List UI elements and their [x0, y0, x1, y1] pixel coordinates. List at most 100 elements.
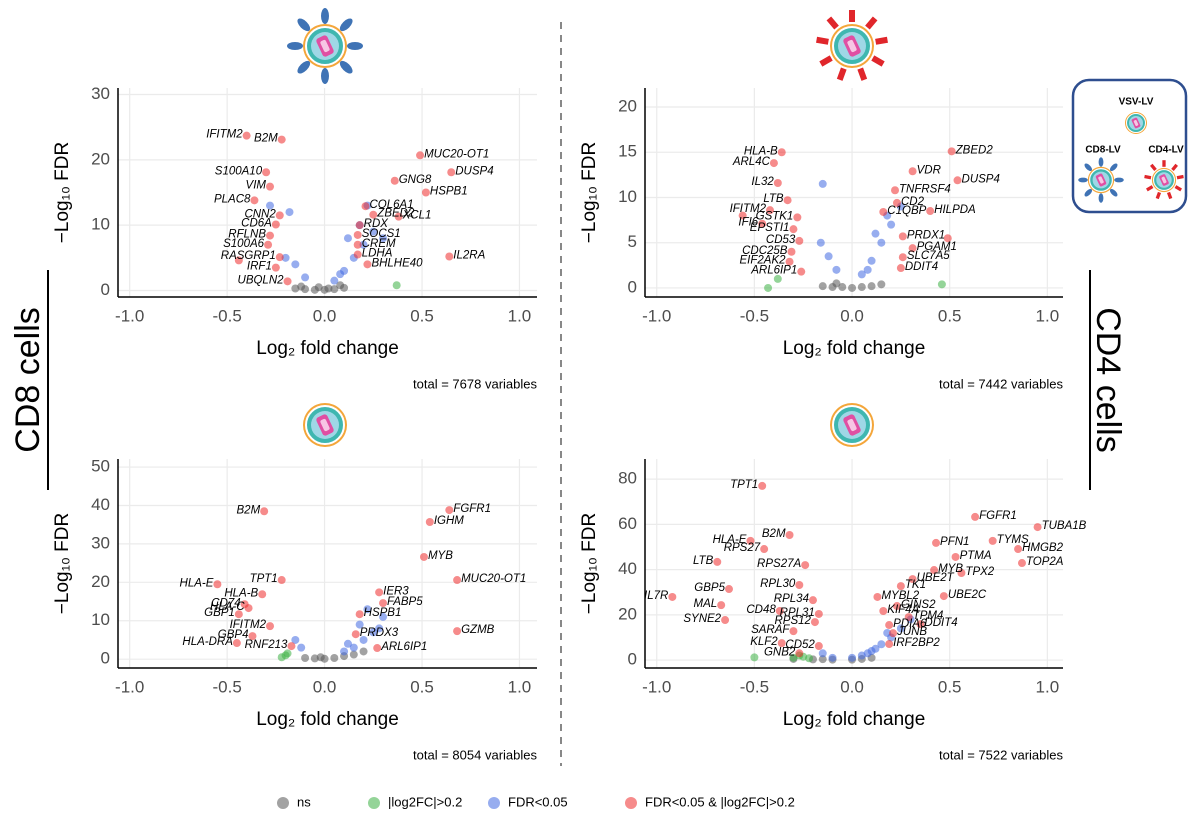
point: [287, 642, 296, 651]
point-label: IGHM: [434, 515, 464, 527]
y-tick-label: 0: [628, 277, 637, 296]
point: [271, 220, 280, 229]
point: [777, 639, 786, 648]
point-label: HLA-DRA: [182, 636, 233, 648]
point-label: TYMS: [997, 534, 1029, 546]
side-label: CD8 cells: [9, 307, 47, 452]
legend-swatch: [625, 797, 637, 809]
x-tick-label: 1.0: [508, 677, 532, 696]
point-label: B2M: [237, 504, 261, 516]
point: [769, 159, 778, 168]
y-tick-label: 20: [618, 96, 637, 115]
y-tick-label: 60: [618, 514, 637, 533]
x-tick-label: 0.5: [410, 306, 434, 325]
point-label: PRDX1: [907, 229, 945, 241]
y-axis-label: −Log₁₀ FDR: [579, 513, 600, 614]
caption: total = 7522 variables: [939, 747, 1063, 762]
point-label: PFN1: [940, 536, 969, 548]
caption: total = 7678 variables: [413, 376, 537, 391]
point: [264, 240, 273, 249]
point-label: IFITM2: [230, 619, 267, 631]
point: [896, 264, 905, 273]
point-label: HLA-C: [210, 601, 245, 613]
point-label: HSPB1: [364, 607, 402, 619]
point-label: RPL30: [760, 578, 796, 590]
y-tick-label: 50: [91, 457, 110, 476]
key-box: VSV-LV CD8-LV CD4-LV: [1071, 78, 1188, 214]
point: [277, 576, 286, 585]
point: [795, 649, 804, 658]
point: [885, 640, 894, 649]
point: [818, 655, 827, 664]
point-label: B2M: [762, 528, 786, 540]
point: [943, 234, 952, 243]
legend-swatch: [277, 797, 289, 809]
point: [275, 253, 284, 262]
point: [277, 135, 286, 144]
point-label: KIF4A: [887, 604, 919, 616]
point: [340, 647, 349, 656]
point-label: FABP5: [387, 596, 423, 608]
point-label: PRDX3: [360, 627, 399, 639]
legend-swatch: [368, 797, 380, 809]
virus-icon: [287, 8, 363, 84]
point: [266, 182, 275, 191]
point-label: GBP1: [204, 607, 235, 619]
point: [785, 257, 794, 266]
point: [355, 610, 364, 619]
point: [244, 604, 253, 613]
y-tick-label: 40: [91, 495, 110, 514]
point-label: IL7R: [644, 590, 668, 602]
y-tick-label: 0: [628, 650, 637, 669]
point-label: SLC7A5: [907, 250, 950, 262]
point-label: IFI6: [738, 217, 758, 229]
point: [242, 131, 251, 140]
y-tick-label: 15: [618, 142, 637, 161]
point: [988, 536, 997, 545]
x-axis-label: Log₂ fold change: [256, 338, 399, 359]
point-label: DDIT4: [905, 261, 938, 273]
point: [746, 536, 755, 545]
y-tick-label: 80: [618, 469, 637, 488]
point: [814, 642, 823, 651]
point: [832, 279, 841, 288]
y-tick-label: 0: [101, 649, 110, 668]
x-tick-label: 0.0: [840, 677, 864, 696]
point: [857, 270, 866, 279]
y-tick-label: 10: [618, 187, 637, 206]
point: [363, 260, 372, 269]
point: [824, 252, 833, 261]
point-label: CD52: [785, 639, 815, 651]
point: [904, 613, 913, 622]
point: [926, 207, 935, 216]
point: [805, 654, 814, 663]
point-label: VIM: [246, 180, 267, 192]
point: [801, 561, 810, 570]
point: [896, 624, 905, 633]
point: [758, 481, 767, 490]
point-label: GNB2: [764, 646, 796, 658]
point: [760, 545, 769, 554]
point: [301, 273, 310, 282]
x-axis-label: Log₂ fold change: [783, 709, 926, 730]
point: [375, 588, 384, 597]
point-label: LDHA: [362, 248, 393, 260]
point-label: HLA-E: [180, 577, 214, 589]
point: [873, 592, 882, 601]
point: [301, 654, 310, 663]
point: [355, 620, 364, 629]
side-label: CD4 cells: [1089, 307, 1127, 452]
point: [971, 512, 980, 521]
point-label: TUBA1B: [1042, 520, 1087, 532]
point-label: RPS27A: [757, 558, 801, 570]
point-label: IER3: [383, 585, 409, 597]
point: [896, 582, 905, 591]
point-label: CD53: [766, 234, 796, 246]
point-label: IRF2BP2: [893, 637, 940, 649]
point: [421, 188, 430, 197]
point: [877, 280, 886, 289]
point: [336, 281, 345, 290]
point: [758, 219, 767, 228]
point-label: IFITM2: [730, 203, 767, 215]
point: [359, 647, 368, 656]
